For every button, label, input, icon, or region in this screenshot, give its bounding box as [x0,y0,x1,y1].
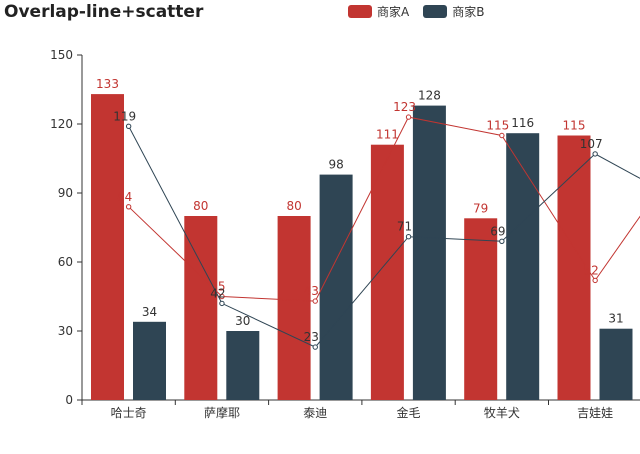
legend-label-series-a: 商家A [377,5,410,19]
legend-item-series-b[interactable]: 商家B [423,3,484,20]
scatter-data-label: 71 [397,220,412,234]
bar-data-label: 116 [511,116,534,130]
scatter-point [499,132,505,139]
scatter-data-label: 84 [117,190,132,204]
bar-series-b [133,321,166,400]
legend-swatch-series-a [348,5,372,18]
scatter-point [219,293,225,300]
y-tick-label: 30 [58,324,73,338]
scatter-data-label: 42 [210,286,225,300]
scatter-point [312,344,318,350]
bar-series-b [319,174,353,400]
x-tick-label: 金毛 [397,405,421,420]
y-tick-label: 120 [50,117,73,131]
scatter-data-label: 123 [393,100,416,114]
legend-swatch-series-b [423,5,448,18]
bar-series-b [226,331,260,400]
scatter-point [312,298,318,304]
scatter-point [219,300,225,307]
scatter-point [125,204,132,210]
bar-series-a [91,94,124,400]
bar-data-label: 30 [235,314,250,328]
legend: 商家A 商家B [348,3,484,20]
y-tick-label: 0 [65,393,73,407]
legend-item-series-a[interactable]: 商家A [348,3,409,20]
scatter-data-label: 115 [486,119,509,133]
bar-series-b [599,328,633,400]
x-tick-label: 吉娃娃 [577,406,613,420]
x-tick-label: 泰迪 [303,406,327,420]
bar-data-label: 111 [376,128,399,142]
x-tick-label: 牧羊犬 [484,405,520,420]
chart-title: Overlap-line+scatter [4,2,204,22]
bar-series-b [412,105,446,400]
scatter-point [405,234,412,240]
bar-data-label: 31 [608,312,623,326]
bar-data-label: 133 [96,77,119,91]
y-tick-label: 150 [50,48,73,62]
y-tick-label: 90 [58,186,73,200]
scatter-point [405,114,412,120]
bar-data-label: 79 [473,201,488,215]
scatter-point [592,277,598,284]
x-tick-label: 萨摩耶 [204,405,240,420]
bar-series-a [464,218,498,400]
bar-data-label: 128 [418,89,441,103]
scatter-point [592,151,598,157]
scatter-point [125,123,132,130]
scatter-data-label: 45 [210,280,225,294]
scatter-data-label: 107 [580,137,603,151]
scatter-data-label: 43 [304,284,319,298]
bar-data-label: 115 [563,119,586,133]
bar-series-a [370,144,404,400]
x-tick-label: 哈士奇 [111,406,147,420]
bar-data-label: 98 [328,158,343,172]
bar-series-b [506,133,540,400]
scatter-data-label: 52 [584,263,599,277]
bar-series-a [277,216,311,400]
scatter-point [499,238,505,245]
y-tick-label: 60 [58,255,73,269]
scatter-data-label: 23 [304,330,319,344]
bar-data-label: 80 [286,199,301,213]
bar-data-label: 80 [193,199,208,213]
scatter-data-label: 69 [490,224,505,238]
bar-series-a [184,216,218,400]
bar-data-label: 34 [142,305,157,319]
legend-label-series-b: 商家B [452,5,485,19]
bar-series-a [557,135,591,400]
scatter-data-label: 119 [113,109,136,123]
